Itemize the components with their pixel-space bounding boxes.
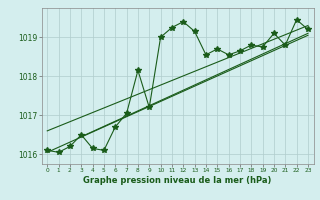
X-axis label: Graphe pression niveau de la mer (hPa): Graphe pression niveau de la mer (hPa) <box>84 176 272 185</box>
